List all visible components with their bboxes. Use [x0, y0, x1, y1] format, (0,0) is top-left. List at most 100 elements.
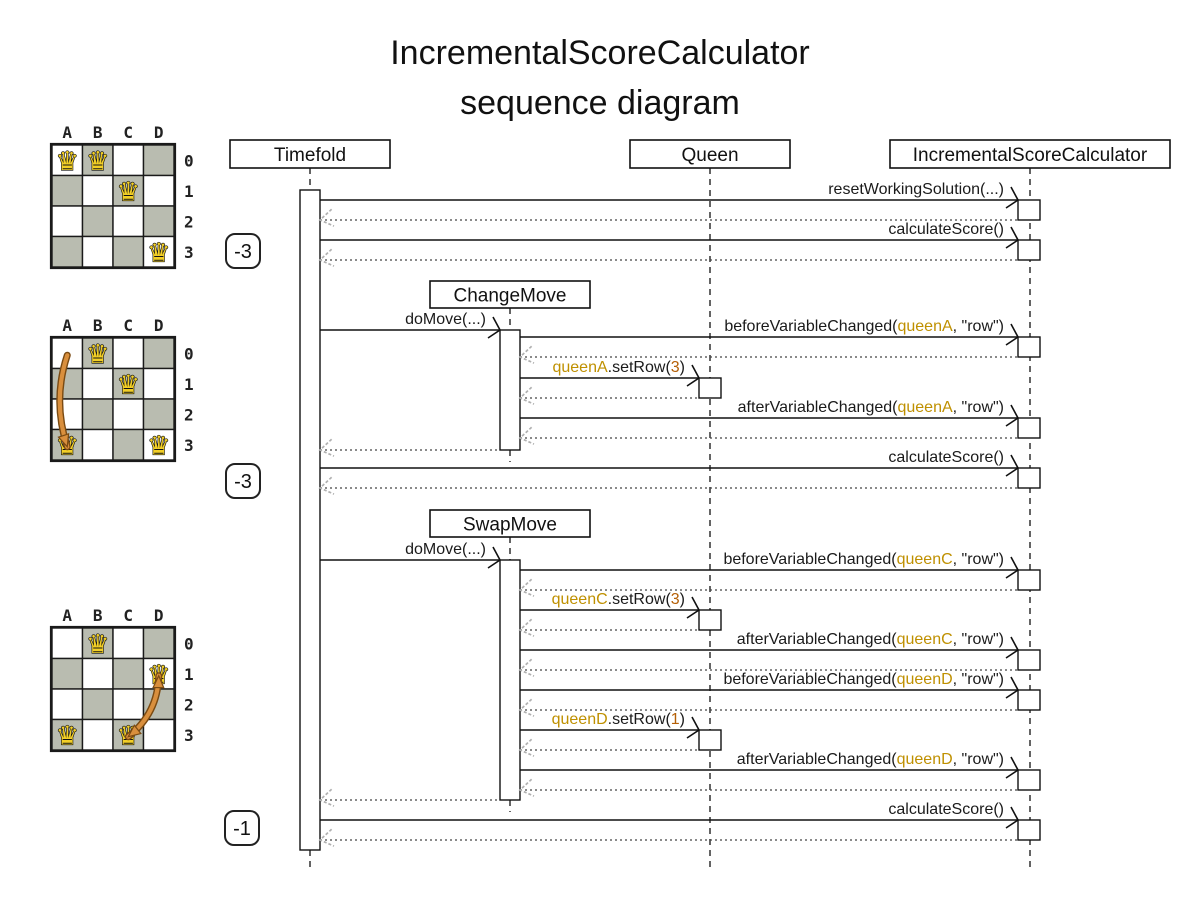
message-call: beforeVariableChanged(queenC, "row")	[520, 551, 1020, 579]
activation-box	[1017, 239, 1041, 261]
board-cell	[142, 144, 175, 177]
move-arrowhead-icon	[152, 674, 165, 689]
message-label: queenA.setRow(3)	[552, 359, 685, 376]
board-column-label: C	[123, 316, 133, 335]
message-return	[518, 578, 1018, 597]
return-arrowhead-icon	[318, 208, 335, 227]
board-cell	[81, 657, 114, 690]
call-arrowhead-icon	[686, 364, 701, 387]
board-cell	[142, 627, 175, 660]
activation-box	[1017, 417, 1041, 439]
queen-icon: ♛	[86, 339, 109, 369]
board-column-label: B	[93, 316, 103, 335]
message-label: calculateScore()	[888, 449, 1004, 466]
board-column-label: C	[123, 123, 133, 142]
board-cell	[81, 367, 114, 400]
board-cell	[81, 205, 114, 238]
return-arrowhead-icon	[518, 698, 535, 717]
score-badge: -1	[224, 810, 260, 846]
message-label: afterVariableChanged(queenC, "row")	[737, 631, 1004, 648]
activation-box	[1017, 467, 1041, 489]
message-call: queenC.setRow(3)	[520, 591, 701, 619]
call-arrowhead-icon	[1005, 323, 1020, 346]
message-call: beforeVariableChanged(queenD, "row")	[520, 671, 1020, 699]
queen-icon: ♛	[147, 431, 170, 461]
board-cell	[51, 205, 84, 238]
board-row-label: 1	[184, 665, 194, 684]
participant-calculator: IncrementalScoreCalculator	[889, 139, 1171, 169]
board-column-label: A	[62, 606, 72, 625]
return-arrowhead-icon	[518, 658, 535, 677]
board-row-label: 2	[184, 212, 194, 231]
page-title-line2: sequence diagram	[460, 84, 740, 122]
return-arrowhead-icon	[518, 778, 535, 797]
return-arrowhead-icon	[318, 788, 335, 807]
board-cell	[81, 688, 114, 721]
score-badge: -3	[225, 233, 261, 269]
message-call: beforeVariableChanged(queenA, "row")	[520, 318, 1020, 346]
board-cell	[112, 174, 145, 207]
message-label: queenD.setRow(1)	[552, 711, 685, 728]
message-return	[518, 426, 1018, 445]
return-arrowhead-icon	[518, 578, 535, 597]
message-label: beforeVariableChanged(queenC, "row")	[723, 551, 1004, 568]
board-cell	[112, 144, 145, 177]
board-column-label: D	[154, 606, 164, 625]
call-arrowhead-icon	[1005, 756, 1020, 779]
board-cell	[51, 235, 84, 268]
message-return	[518, 618, 699, 637]
board-row-label: 1	[184, 182, 194, 201]
board-row-label: 1	[184, 375, 194, 394]
board-cell	[112, 235, 145, 268]
message-call: calculateScore()	[320, 801, 1020, 829]
page-title-line1: IncrementalScoreCalculator	[390, 34, 810, 72]
activation-box	[1017, 689, 1041, 711]
activation-box	[1017, 649, 1041, 671]
participant-swapmove: SwapMove	[429, 509, 591, 538]
board-row-label: 0	[184, 151, 194, 170]
message-call: queenD.setRow(1)	[520, 711, 701, 739]
participant-box	[429, 280, 591, 309]
participant-label: ChangeMove	[453, 286, 566, 307]
board-row-label: 3	[184, 243, 194, 262]
activation-box	[1017, 819, 1041, 841]
board-border	[49, 335, 177, 463]
board-row-label: 0	[184, 634, 194, 653]
move-arrow-icon	[124, 672, 165, 741]
activation-bar	[299, 189, 321, 851]
board-border	[49, 142, 177, 270]
call-arrowhead-icon	[487, 316, 502, 339]
move-arrowhead-icon	[127, 724, 142, 738]
board-border	[49, 625, 177, 753]
message-label: beforeVariableChanged(queenA, "row")	[724, 318, 1004, 335]
board-column-label: B	[93, 123, 103, 142]
queen-icon: ♛	[147, 238, 170, 268]
message-label: afterVariableChanged(queenD, "row")	[737, 751, 1004, 768]
board-column-label: B	[93, 606, 103, 625]
message-call: afterVariableChanged(queenD, "row")	[520, 751, 1020, 779]
board-column-label: C	[123, 606, 133, 625]
score-badge-label: -3	[234, 241, 252, 263]
activation-box	[1017, 769, 1041, 791]
board-cell	[142, 205, 175, 238]
return-arrowhead-icon	[518, 345, 535, 364]
message-return	[518, 345, 1018, 364]
message-return	[318, 438, 500, 457]
board-cell	[51, 657, 84, 690]
board-cell	[142, 337, 175, 370]
board-row-label: 0	[184, 344, 194, 363]
board-cell	[112, 657, 145, 690]
return-arrowhead-icon	[518, 738, 535, 757]
board-cell	[112, 428, 145, 461]
participant-label: Queen	[681, 145, 738, 166]
message-call: queenA.setRow(3)	[520, 359, 701, 387]
sequence-diagram: Timefold Queen IncrementalScoreCalculator C…	[224, 139, 1171, 870]
message-label: resetWorkingSolution(...)	[828, 181, 1004, 198]
score-badge-box	[225, 463, 261, 499]
message-call: calculateScore()	[320, 221, 1020, 249]
board-cell	[81, 627, 114, 660]
board-cell	[112, 398, 145, 431]
activation-box	[1017, 336, 1041, 358]
move-arrowhead-icon	[57, 432, 70, 449]
